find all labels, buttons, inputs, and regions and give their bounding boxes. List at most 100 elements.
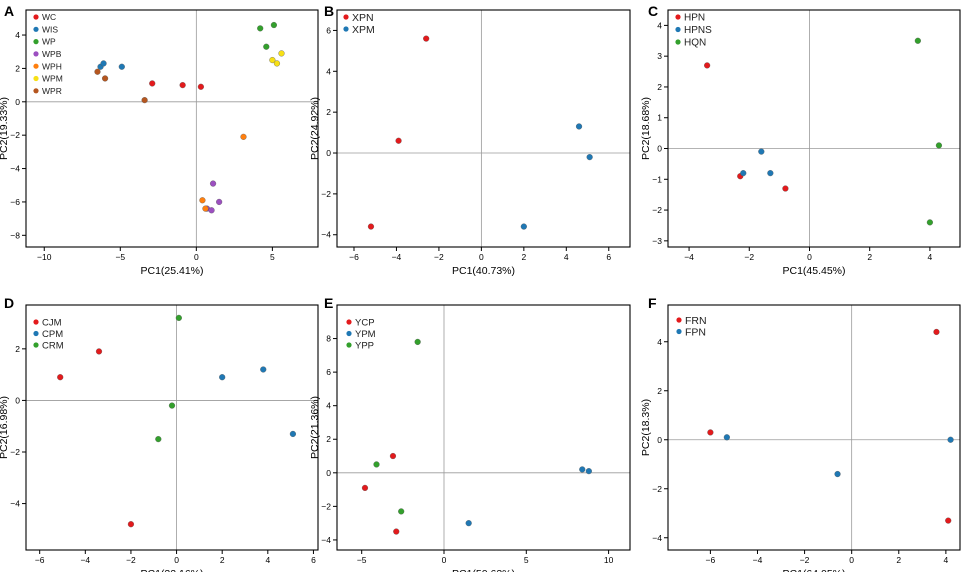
x-tick-label: −4 xyxy=(684,252,694,262)
legend-label: CRM xyxy=(42,340,64,351)
panel-f: F −6 −4 −2 0 2 4 −4 −2 0 2 4 PC1(64.05%) PC2(18.3%) FR… xyxy=(640,295,961,572)
series-wis xyxy=(97,60,125,70)
legend-label: WP xyxy=(42,37,56,47)
data-point xyxy=(945,517,952,524)
x-tick-label: −6 xyxy=(35,555,45,565)
series-crm xyxy=(155,314,182,443)
data-point xyxy=(149,80,156,87)
data-point xyxy=(127,521,135,528)
x-tick-label: 0 xyxy=(194,252,199,262)
x-tick-label: 2 xyxy=(867,252,872,262)
data-point xyxy=(361,484,369,491)
data-point xyxy=(782,185,789,192)
y-tick-label: −3 xyxy=(652,236,662,246)
panel-e: E −5 0 5 10 −4 −2 0 2 4 6 8 PC1(50.63%) PC2(21.36%) YC… xyxy=(309,295,631,572)
legend-marker xyxy=(33,63,39,69)
legend-label: CJM xyxy=(42,317,62,328)
legend-label: WIS xyxy=(42,24,58,34)
plot-frame xyxy=(25,304,319,551)
legend-label: WPB xyxy=(42,49,62,59)
x-tick-label: −6 xyxy=(706,555,716,565)
legend-label: FPN xyxy=(685,326,706,338)
data-point xyxy=(141,97,148,104)
data-point xyxy=(102,75,109,82)
x-tick-label: 2 xyxy=(220,555,225,565)
data-point xyxy=(94,68,101,75)
y-tick-label: −4 xyxy=(10,164,20,174)
panel-a: A −10 −5 0 5 −8 −6 −4 −2 0 2 4 PC1(25.41%) PC2(19.33%… xyxy=(0,3,319,277)
data-point xyxy=(175,314,182,321)
x-axis-label: PC1(40.73%) xyxy=(452,265,515,277)
legend-marker xyxy=(33,342,39,348)
x-axis-label: PC1(50.63%) xyxy=(452,568,515,572)
legend-label: XPN xyxy=(352,12,374,24)
data-point xyxy=(367,223,375,230)
y-tick-label: 4 xyxy=(657,20,662,30)
x-tick-label: 10 xyxy=(604,555,614,565)
plot-frame xyxy=(336,9,631,248)
legend-marker xyxy=(675,26,681,33)
y-tick-label: 6 xyxy=(326,367,331,377)
plot-frame xyxy=(667,304,961,551)
data-point xyxy=(208,207,215,214)
y-tick-label: −4 xyxy=(10,499,20,509)
x-tick-label: −6 xyxy=(349,252,359,262)
x-tick-label: 2 xyxy=(521,252,526,262)
data-point xyxy=(373,461,380,468)
legend-label: FRN xyxy=(685,315,707,327)
y-tick-label: −4 xyxy=(652,533,662,543)
legend-marker xyxy=(675,14,681,20)
data-point xyxy=(579,466,586,473)
data-point xyxy=(834,470,841,478)
y-tick-label: 0 xyxy=(326,148,331,158)
x-tick-label: 4 xyxy=(928,252,933,262)
x-tick-label: −5 xyxy=(357,555,367,565)
x-tick-label: 5 xyxy=(270,252,275,262)
data-point xyxy=(240,133,247,140)
data-point xyxy=(179,82,186,89)
x-tick-label: −2 xyxy=(800,555,810,565)
legend-label: XPM xyxy=(352,24,375,36)
data-point xyxy=(704,62,711,69)
y-axis-label: PC2(24.92%) xyxy=(309,97,321,160)
data-point xyxy=(270,21,277,29)
data-point xyxy=(465,520,472,527)
data-point xyxy=(586,154,593,161)
data-point xyxy=(393,528,400,535)
plot-frame xyxy=(336,304,631,551)
data-point xyxy=(197,83,204,90)
x-tick-label: 2 xyxy=(896,555,901,565)
data-point xyxy=(199,197,206,204)
y-tick-label: −2 xyxy=(10,447,20,457)
data-point xyxy=(947,436,954,443)
legend-label: WPM xyxy=(42,74,63,84)
data-point xyxy=(260,366,267,373)
legend-label: HQN xyxy=(684,38,706,49)
legend-marker xyxy=(346,330,352,337)
y-tick-label: 2 xyxy=(326,107,331,117)
data-point xyxy=(202,205,209,212)
data-point xyxy=(395,137,402,144)
legend-marker xyxy=(33,26,39,32)
series-ycp xyxy=(361,452,400,535)
series-wpr xyxy=(94,68,148,104)
series-wc xyxy=(149,80,204,90)
y-axis-label: PC2(16.98%) xyxy=(0,396,10,459)
y-tick-label: 0 xyxy=(15,97,20,107)
series-cjm xyxy=(57,348,135,528)
panel-label-e: E xyxy=(324,295,333,311)
y-tick-label: 4 xyxy=(15,30,20,40)
panel-label-b: B xyxy=(324,3,334,19)
data-point xyxy=(585,468,592,475)
data-point xyxy=(723,434,730,441)
legend-marker xyxy=(343,14,349,20)
legend-marker xyxy=(33,319,39,325)
x-tick-label: 4 xyxy=(564,252,569,262)
legend-marker xyxy=(33,51,39,57)
panel-label-d: D xyxy=(4,295,14,311)
data-point xyxy=(216,198,223,206)
